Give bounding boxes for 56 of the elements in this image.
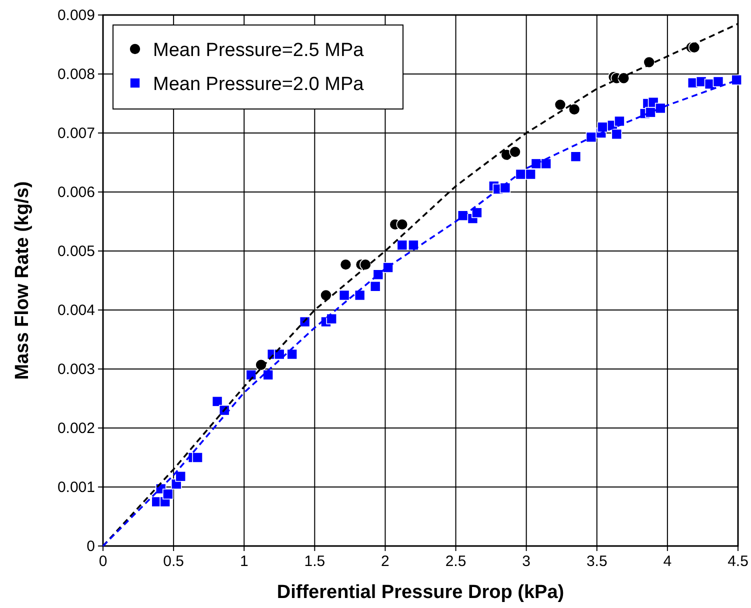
point	[554, 98, 566, 111]
y-tick-label: 0.002	[57, 420, 95, 437]
point	[568, 104, 580, 116]
point	[611, 128, 622, 140]
x-tick-label: 1.5	[304, 553, 326, 570]
point	[370, 281, 381, 292]
y-tick-label: 0.003	[57, 361, 95, 378]
point	[262, 370, 274, 380]
point	[338, 290, 350, 301]
y-tick-label: 0.007	[57, 125, 95, 142]
x-tick-label: 2	[381, 553, 390, 570]
point	[175, 470, 186, 482]
point	[340, 258, 352, 270]
point	[354, 290, 366, 301]
point	[246, 370, 257, 380]
x-tick-label: 3	[522, 553, 531, 570]
point	[408, 240, 419, 250]
point	[396, 218, 408, 230]
x-tick-label: 0	[98, 553, 108, 570]
y-tick-label: 0.008	[57, 66, 95, 83]
point	[192, 452, 203, 463]
y-tick-label: 0.009	[57, 7, 95, 24]
point	[286, 348, 298, 360]
y-tick-label: 0.005	[57, 243, 95, 260]
point	[525, 168, 536, 180]
y-tick-label: 0	[86, 538, 95, 555]
x-tick-label: 0.5	[163, 553, 184, 570]
point	[360, 258, 372, 270]
x-tick-label: 4	[663, 553, 672, 570]
legend-label: Mean Pressure=2.0 MPa	[153, 74, 364, 95]
x-tick-label: 2.5	[445, 553, 466, 570]
x-tick-label: 3.5	[586, 553, 608, 570]
y-axis-title: Mass Flow Rate (kg/s)	[12, 181, 33, 380]
point	[614, 116, 625, 127]
point	[326, 313, 337, 324]
point	[643, 56, 655, 68]
legend-label: Mean Pressure=2.5 MPa	[153, 40, 364, 61]
point	[500, 182, 511, 194]
point	[472, 207, 482, 218]
y-tick-label: 0.006	[57, 184, 95, 201]
point	[382, 262, 394, 273]
point	[597, 122, 608, 132]
x-tick-label: 1	[240, 553, 248, 570]
point	[212, 396, 223, 407]
point	[731, 74, 742, 86]
point	[509, 146, 521, 158]
point	[320, 289, 332, 302]
x-tick-label: 4.5	[728, 553, 748, 570]
point	[688, 42, 700, 54]
x-axis-title: Differential Pressure Drop (kPa)	[276, 582, 564, 603]
point	[162, 488, 174, 500]
point	[396, 240, 408, 250]
y-tick-label: 0.004	[57, 302, 95, 319]
point	[570, 151, 582, 162]
point	[540, 158, 552, 170]
y-tick-label: 0.001	[57, 479, 95, 496]
